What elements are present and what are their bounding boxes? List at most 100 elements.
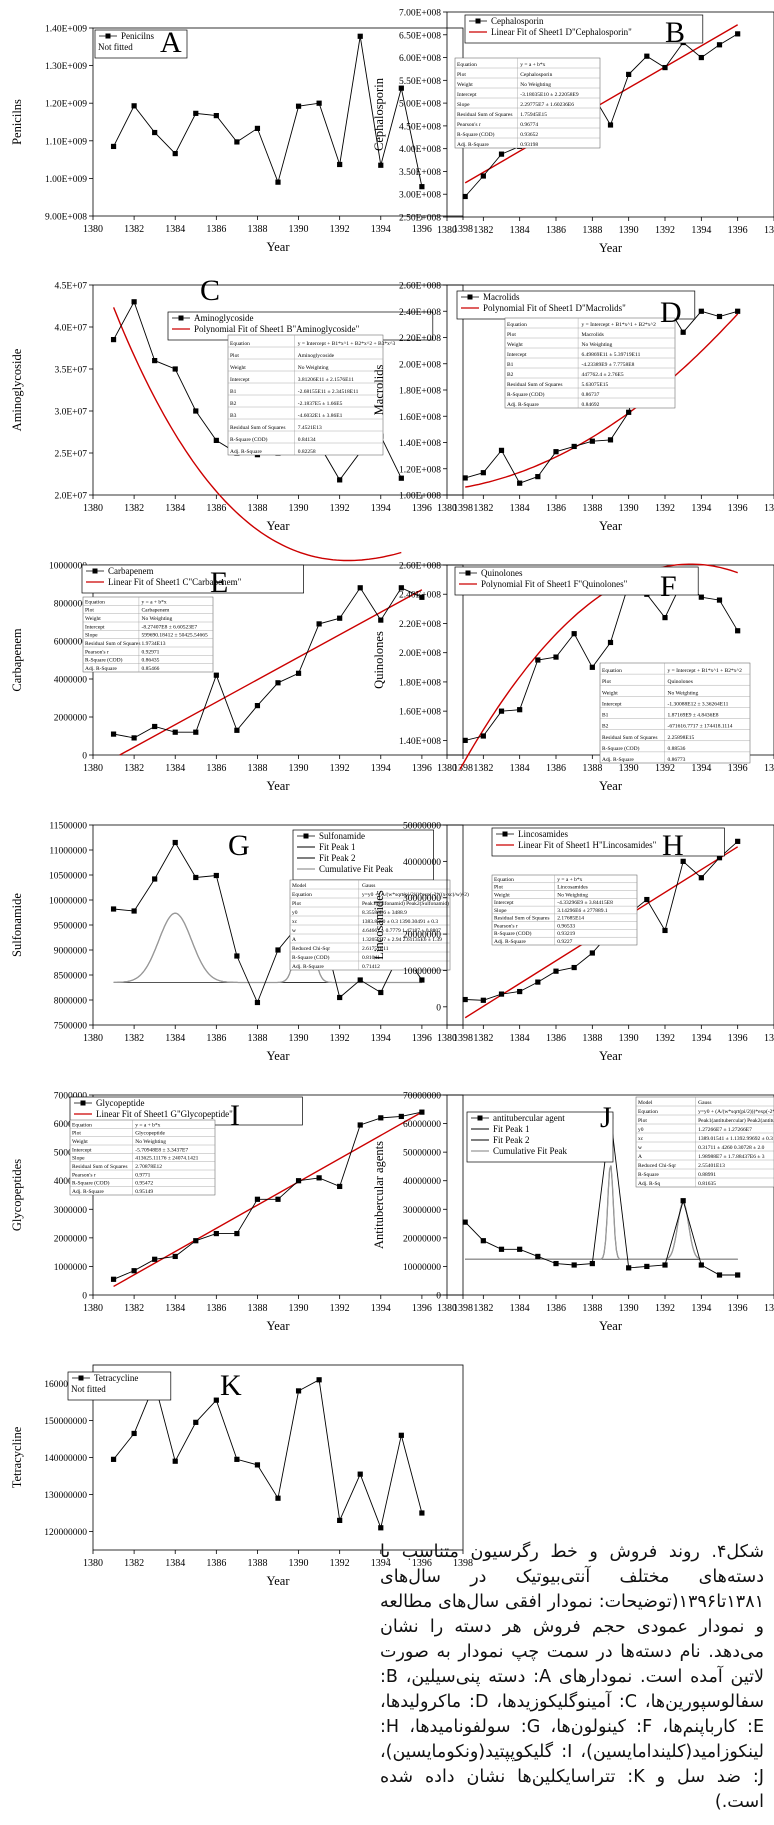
x-tick-label: 1394 <box>371 224 391 235</box>
data-point <box>193 110 199 116</box>
legend-marker <box>80 1100 86 1106</box>
x-tick-label: 1394 <box>371 503 391 514</box>
y-axis-label: Carbapenem <box>10 628 24 691</box>
x-tick-label: 1396 <box>728 225 748 236</box>
x-tick-label: 1388 <box>582 1303 602 1314</box>
y-tick-label: 40000000 <box>403 1177 441 1187</box>
stats-key: A <box>292 937 296 943</box>
legend-label: Tetracycline <box>94 1373 138 1383</box>
x-tick-label: 1384 <box>510 503 530 514</box>
x-tick-label: 1386 <box>206 1303 226 1314</box>
x-tick-label: 1386 <box>546 503 566 514</box>
stats-value: Macrolids <box>582 332 604 338</box>
data-point <box>498 708 505 714</box>
stats-value: Aminoglycoside <box>298 353 335 359</box>
y-tick-label: 2.00E+008 <box>399 360 441 370</box>
stats-value: y = a + b*x <box>135 1122 160 1128</box>
data-point <box>589 438 595 444</box>
data-point <box>419 594 425 600</box>
data-point <box>172 1458 178 1464</box>
stats-value: -1.30088E12 ± 3.36264E11 <box>668 701 729 707</box>
stats-value: No Weighting <box>142 616 173 622</box>
x-tick-label: 1386 <box>206 224 226 235</box>
x-tick-label: 1386 <box>546 1033 566 1044</box>
data-point <box>316 1175 322 1181</box>
x-tick-label: 1388 <box>247 763 267 774</box>
data-point <box>295 1388 302 1394</box>
y-tick-label: 150000000 <box>44 1417 87 1427</box>
chart-carbapenem: 1380 1382 1384 1386 1388 1390 1392 1394 1396 1398… <box>10 562 473 794</box>
data-point <box>378 617 384 623</box>
y-tick-label: 2.0E+07 <box>54 492 87 502</box>
x-axis-label: Year <box>599 519 623 533</box>
data-point <box>662 615 668 621</box>
stats-key: Adj. R-Square <box>85 666 117 672</box>
stats-value: y = a + b*x <box>520 62 545 68</box>
legend-label: Polynomial Fit of Sheet1 B"Aminoglycosid… <box>194 324 360 334</box>
stats-value: -4.6032E1 ± 3.86E1 <box>298 413 343 419</box>
stats-key: Intercept <box>457 92 477 98</box>
panel-letter: G <box>228 829 250 862</box>
stats-value: y = Intercept + B1*x^1 + B2*x^2 <box>668 668 743 674</box>
data-point <box>110 1276 117 1282</box>
data-point <box>254 125 261 131</box>
data-point <box>275 179 281 185</box>
x-tick-label: 1384 <box>165 1033 185 1044</box>
x-tick-label: 1386 <box>546 225 566 236</box>
stats-value: 0.95472 <box>135 1181 153 1187</box>
y-axis-label: Lincosamides <box>372 890 386 960</box>
legend-box <box>466 1111 614 1163</box>
x-tick-label: 1394 <box>691 1033 711 1044</box>
data-point <box>337 161 343 168</box>
stats-key: Plot <box>230 353 239 359</box>
stats-key: Residual Sum of Squares <box>602 734 657 741</box>
x-tick-label: 1380 <box>437 1303 457 1314</box>
y-tick-label: 2.60E+008 <box>399 562 441 572</box>
stats-value: Peak1(Sulfonamid) Peak2(Sulfonamid) <box>362 900 449 907</box>
data-point <box>716 855 723 861</box>
stats-key: Weight <box>494 892 510 898</box>
y-tick-label: 5.50E+008 <box>399 77 441 87</box>
stats-value: -671616.7717 ± 174418.1114 <box>668 724 733 730</box>
data-point <box>110 337 117 343</box>
stats-value: 2.29775E7 ± 1.60236E6 <box>520 102 574 108</box>
data-point <box>535 1253 541 1260</box>
stats-key: Intercept <box>494 900 514 906</box>
stats-key: Plot <box>638 1118 647 1124</box>
legend-label: Linear Fit of Sheet1 C"Carbapenem" <box>108 577 242 587</box>
data-point <box>498 151 505 157</box>
panel-letter: B <box>665 16 685 49</box>
data-point <box>462 193 468 200</box>
data-point <box>357 585 363 591</box>
x-tick-label: 1398 <box>764 1033 774 1044</box>
x-tick-label: 1394 <box>371 763 391 774</box>
x-tick-label: 1386 <box>206 503 226 514</box>
stats-key: xc <box>638 1136 644 1142</box>
data-point <box>680 858 686 864</box>
stats-key: w <box>638 1145 642 1151</box>
stats-value: Cephalosporin <box>520 72 552 78</box>
data-point <box>517 988 523 995</box>
x-tick-label: 1380 <box>83 224 103 235</box>
x-tick-label: 1390 <box>289 503 309 514</box>
x-tick-label: 1388 <box>247 503 267 514</box>
stats-key: R-Square (COD) <box>230 436 268 443</box>
data-point <box>254 999 261 1006</box>
y-axis-label: Macrolids <box>372 365 386 416</box>
data-point <box>213 672 219 678</box>
figure-caption: شکل۴. روند فروش و خط رگرسیون متناسب با د… <box>380 1542 765 1812</box>
stats-key: Adj. R-Sq <box>638 1181 661 1187</box>
fit-line <box>464 24 739 184</box>
data-point <box>589 664 595 670</box>
stats-value: 0.93652 <box>520 132 538 138</box>
x-tick-label: 1392 <box>330 503 350 514</box>
y-tick-label: 2000000 <box>54 714 88 724</box>
legend-label: Fit Peak 2 <box>319 853 356 863</box>
x-tick-label: 1382 <box>124 224 144 235</box>
legend-box <box>491 827 725 857</box>
y-tick-label: 7500000 <box>54 1022 88 1032</box>
stats-value: 0.81041 <box>362 955 380 961</box>
x-tick-label: 1396 <box>412 1558 432 1569</box>
legend-label: Fit Peak 2 <box>493 1135 530 1145</box>
x-tick-label: 1398 <box>453 224 473 235</box>
